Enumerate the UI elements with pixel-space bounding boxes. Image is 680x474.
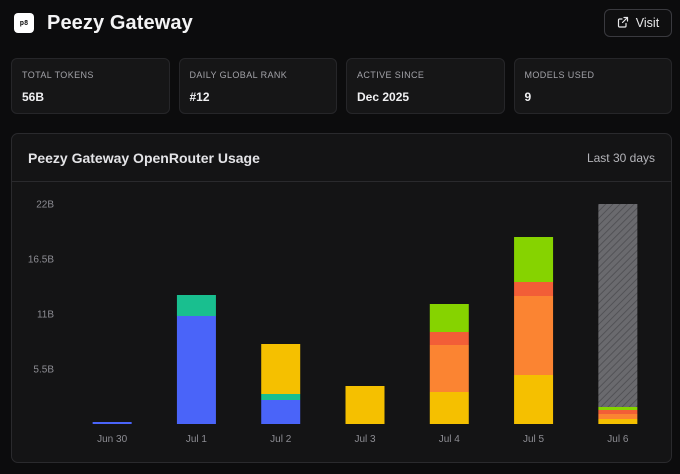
stat-card-daily-rank: DAILY GLOBAL RANK #12 <box>178 58 337 114</box>
bar-segment[interactable] <box>598 414 638 419</box>
app-logo: p8 <box>14 13 34 33</box>
stat-card-models-used: MODELS USED 9 <box>513 58 672 114</box>
y-tick-label: 5.5B <box>33 365 54 376</box>
x-tick-label: Jun 30 <box>97 434 127 445</box>
bar-segment[interactable] <box>92 422 132 424</box>
stat-label: MODELS USED <box>524 70 595 80</box>
bar-segment[interactable] <box>261 394 301 400</box>
bar-segment[interactable] <box>598 410 638 414</box>
chart-area: 22B 16.5B 11B 5.5B Jun 30 Jul 1 Jul 2 Jul 3 Jul… <box>12 182 671 462</box>
bar-segment[interactable] <box>176 295 216 316</box>
stat-value: 9 <box>524 90 532 104</box>
bar-segment[interactable] <box>429 332 469 345</box>
stat-card-active-since: ACTIVE SINCE Dec 2025 <box>346 58 505 114</box>
stat-card-total-tokens: TOTAL TOKENS 56B <box>11 58 170 114</box>
bar-segment[interactable] <box>176 316 216 424</box>
chart-header: Peezy Gateway OpenRouter Usage Last 30 d… <box>12 134 671 182</box>
stat-value: Dec 2025 <box>357 90 410 104</box>
bar-segment[interactable] <box>514 282 554 296</box>
page-title: Peezy Gateway <box>47 11 193 34</box>
bar-segment[interactable] <box>598 419 638 424</box>
external-link-icon <box>617 16 629 31</box>
bar-segment[interactable] <box>429 345 469 392</box>
page-header: p8 Peezy Gateway Visit <box>14 8 672 38</box>
x-tick-label: Jul 3 <box>354 434 376 445</box>
stats-row: TOTAL TOKENS 56B DAILY GLOBAL RANK #12 A… <box>11 58 672 114</box>
usage-bar-chart: 22B 16.5B 11B 5.5B Jun 30 Jul 1 Jul 2 Jul 3 Jul… <box>28 200 638 445</box>
x-tick-label: Jul 4 <box>439 434 461 445</box>
bar-segment[interactable] <box>261 344 301 394</box>
chart-range-label: Last 30 days <box>586 150 655 165</box>
bar-segment[interactable] <box>514 296 554 375</box>
x-tick-label: Jul 2 <box>270 434 292 445</box>
stat-value: #12 <box>189 90 210 104</box>
visit-button-label: Visit <box>635 16 660 30</box>
bar-segment[interactable] <box>514 375 554 424</box>
bar-segment[interactable] <box>345 386 385 424</box>
x-tick-label: Jul 5 <box>523 434 545 445</box>
stat-value: 56B <box>22 90 45 104</box>
bar-segment[interactable] <box>598 407 638 410</box>
chart-title: Peezy Gateway OpenRouter Usage <box>28 149 260 166</box>
y-tick-label: 16.5B <box>28 255 54 266</box>
x-tick-label: Jul 1 <box>186 434 208 445</box>
stat-label: TOTAL TOKENS <box>22 70 94 80</box>
bar-segment[interactable] <box>429 304 469 332</box>
stat-label: DAILY GLOBAL RANK <box>189 70 288 80</box>
usage-chart-card: Peezy Gateway OpenRouter Usage Last 30 d… <box>11 133 672 463</box>
stat-label: ACTIVE SINCE <box>357 70 425 80</box>
bar-segment[interactable] <box>261 400 301 424</box>
visit-button[interactable]: Visit <box>604 9 672 37</box>
bar-segment[interactable] <box>429 392 469 424</box>
x-tick-label: Jul 6 <box>607 434 629 445</box>
bar-segment[interactable] <box>514 237 554 282</box>
y-tick-label: 22B <box>36 200 54 211</box>
bar-segment[interactable] <box>598 204 638 407</box>
y-tick-label: 11B <box>37 310 54 321</box>
